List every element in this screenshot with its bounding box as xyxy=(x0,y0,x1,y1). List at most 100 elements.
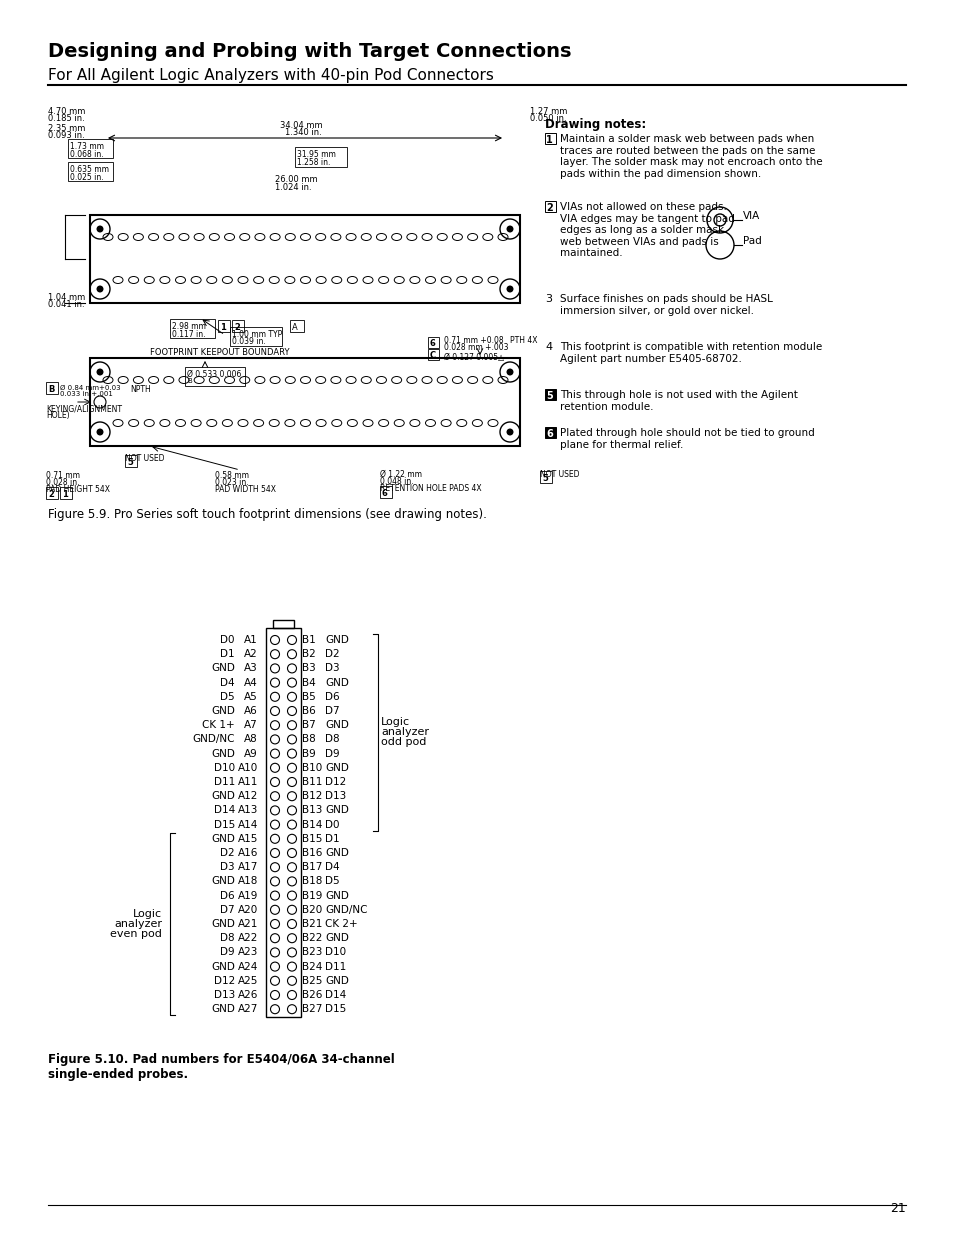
Text: D12: D12 xyxy=(325,777,346,787)
Text: 31.95 mm: 31.95 mm xyxy=(296,149,335,159)
Text: B23: B23 xyxy=(302,947,322,957)
Text: Surface finishes on pads should be HASL
immersion silver, or gold over nickel.: Surface finishes on pads should be HASL … xyxy=(559,294,772,316)
Text: 1.258 in.: 1.258 in. xyxy=(296,158,330,167)
Text: D8: D8 xyxy=(325,735,339,745)
Text: GND: GND xyxy=(325,890,349,900)
Text: GND: GND xyxy=(211,1004,234,1014)
Text: even pod: even pod xyxy=(110,929,162,939)
Text: CK 1+: CK 1+ xyxy=(202,720,234,730)
Bar xyxy=(232,320,244,332)
Text: 1.27 mm: 1.27 mm xyxy=(530,107,567,116)
Text: 2: 2 xyxy=(545,203,552,212)
Text: B12: B12 xyxy=(302,792,322,802)
Text: A20: A20 xyxy=(237,905,257,915)
Circle shape xyxy=(96,429,103,436)
Text: B14: B14 xyxy=(302,820,322,830)
Text: 5: 5 xyxy=(545,391,552,401)
Text: D4: D4 xyxy=(325,862,339,872)
Text: Designing and Probing with Target Connections: Designing and Probing with Target Connec… xyxy=(48,42,571,61)
Text: Figure 5.10. Pad numbers for E5404/06A 34-channel
single-ended probes.: Figure 5.10. Pad numbers for E5404/06A 3… xyxy=(48,1053,395,1082)
Text: B1: B1 xyxy=(302,635,315,645)
Text: D5: D5 xyxy=(325,877,339,887)
Text: Ø 1.22 mm: Ø 1.22 mm xyxy=(379,471,421,479)
Text: 2: 2 xyxy=(233,324,239,332)
Text: 5: 5 xyxy=(541,474,547,483)
Bar xyxy=(379,487,392,498)
Text: A21: A21 xyxy=(237,919,257,929)
Text: A26: A26 xyxy=(237,990,257,1000)
Bar xyxy=(544,201,556,212)
Text: D7: D7 xyxy=(325,706,339,716)
Text: Maintain a solder mask web between pads when
traces are routed between the pads : Maintain a solder mask web between pads … xyxy=(559,135,821,179)
Text: 4: 4 xyxy=(544,342,552,352)
Bar xyxy=(544,389,556,400)
Bar xyxy=(428,350,438,359)
Text: B16: B16 xyxy=(302,848,322,858)
Bar xyxy=(266,629,301,1018)
Text: GND: GND xyxy=(211,962,234,972)
Text: D10: D10 xyxy=(325,947,346,957)
Text: NOT USED: NOT USED xyxy=(539,471,578,479)
Text: 3: 3 xyxy=(544,294,552,304)
Text: GND: GND xyxy=(211,877,234,887)
Bar xyxy=(230,327,282,346)
Text: GND: GND xyxy=(211,663,234,673)
Text: analyzer: analyzer xyxy=(380,727,429,737)
Text: A11: A11 xyxy=(237,777,257,787)
Text: A12: A12 xyxy=(237,792,257,802)
Bar xyxy=(90,358,519,446)
Text: RETENTION HOLE PADS 4X: RETENTION HOLE PADS 4X xyxy=(379,484,481,493)
Text: D12: D12 xyxy=(213,976,234,986)
Bar xyxy=(68,140,112,158)
Text: B27: B27 xyxy=(302,1004,322,1014)
Text: B9: B9 xyxy=(302,748,315,758)
Text: B5: B5 xyxy=(302,692,315,701)
Text: A6: A6 xyxy=(244,706,257,716)
Text: D10: D10 xyxy=(213,763,234,773)
Text: Ø 0.84 mm+0.03: Ø 0.84 mm+0.03 xyxy=(60,385,120,391)
Text: GND/NC: GND/NC xyxy=(325,905,367,915)
Text: A13: A13 xyxy=(237,805,257,815)
Text: B4: B4 xyxy=(302,678,315,688)
Text: A23: A23 xyxy=(237,947,257,957)
Bar xyxy=(170,319,214,338)
Text: A19: A19 xyxy=(237,890,257,900)
Text: 1: 1 xyxy=(545,135,552,144)
Text: Plated through hole should not be tied to ground
plane for thermal relief.: Plated through hole should not be tied t… xyxy=(559,429,814,450)
Text: D1: D1 xyxy=(325,834,339,844)
Text: D3: D3 xyxy=(220,862,234,872)
Text: GND/NC: GND/NC xyxy=(193,735,234,745)
Text: 6: 6 xyxy=(430,338,436,348)
Text: GND: GND xyxy=(325,763,349,773)
Text: Figure 5.9. Pro Series soft touch footprint dimensions (see drawing notes).: Figure 5.9. Pro Series soft touch footpr… xyxy=(48,508,486,521)
Bar xyxy=(125,454,137,467)
Text: 1.04 mm: 1.04 mm xyxy=(48,293,85,303)
Text: A15: A15 xyxy=(237,834,257,844)
Text: PAD HEIGHT 54X: PAD HEIGHT 54X xyxy=(46,485,110,494)
Text: 2.98 mm: 2.98 mm xyxy=(172,322,206,331)
Text: 0.093 in.: 0.093 in. xyxy=(48,131,85,140)
Text: B: B xyxy=(48,385,54,394)
Text: GND: GND xyxy=(211,706,234,716)
Text: B: B xyxy=(187,378,192,384)
Text: Ø 0.533 0.006: Ø 0.533 0.006 xyxy=(187,370,241,379)
Text: HOLE): HOLE) xyxy=(46,411,70,420)
Circle shape xyxy=(506,226,513,232)
Text: KEYING/ALIGNMENT: KEYING/ALIGNMENT xyxy=(46,404,122,412)
Text: 6: 6 xyxy=(545,429,552,438)
Text: D14: D14 xyxy=(325,990,346,1000)
Bar xyxy=(428,337,438,348)
Bar xyxy=(544,133,556,144)
Circle shape xyxy=(506,429,513,436)
Text: Logic: Logic xyxy=(380,718,410,727)
Bar xyxy=(290,320,304,332)
Text: A16: A16 xyxy=(237,848,257,858)
Text: A22: A22 xyxy=(237,934,257,944)
Text: For All Agilent Logic Analyzers with 40-pin Pod Connectors: For All Agilent Logic Analyzers with 40-… xyxy=(48,68,494,83)
Text: GND: GND xyxy=(211,919,234,929)
Text: Drawing notes:: Drawing notes: xyxy=(544,119,645,131)
Bar xyxy=(68,162,112,182)
Text: A2: A2 xyxy=(244,650,257,659)
Text: D13: D13 xyxy=(325,792,346,802)
Text: B15: B15 xyxy=(302,834,322,844)
